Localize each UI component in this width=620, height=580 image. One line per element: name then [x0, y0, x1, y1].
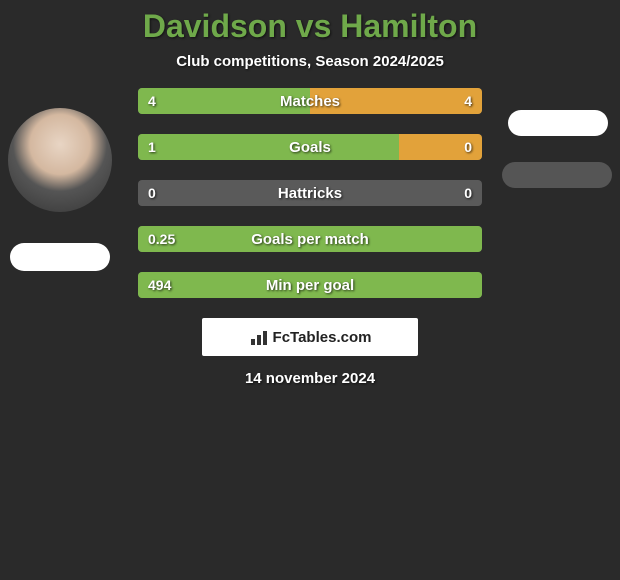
- stat-row: 1Goals0: [138, 134, 482, 160]
- page-title: Davidson vs Hamilton: [0, 8, 620, 45]
- stat-row: 0Hattricks0: [138, 180, 482, 206]
- stat-label: Hattricks: [138, 180, 482, 206]
- avatar-face-placeholder: [8, 108, 112, 212]
- comparison-widget: Davidson vs Hamilton Club competitions, …: [0, 0, 620, 387]
- stat-label: Matches: [138, 88, 482, 114]
- date-label: 14 november 2024: [0, 370, 620, 387]
- stat-value-right: 0: [464, 180, 472, 206]
- stat-label: Goals: [138, 134, 482, 160]
- player-right-name-pill-1: [508, 110, 608, 136]
- stat-value-right: 0: [464, 134, 472, 160]
- brand-badge[interactable]: FcTables.com: [202, 318, 418, 356]
- stat-value-right: 4: [464, 88, 472, 114]
- stat-row: 4Matches4: [138, 88, 482, 114]
- brand-text: FcTables.com: [273, 329, 372, 346]
- player-right-name-pill-2: [502, 162, 612, 188]
- content-area: 4Matches41Goals00Hattricks00.25Goals per…: [0, 88, 620, 387]
- stats-bars: 4Matches41Goals00Hattricks00.25Goals per…: [138, 88, 482, 298]
- player-left-avatar: [8, 108, 112, 212]
- bars-icon: [249, 329, 269, 345]
- subtitle: Club competitions, Season 2024/2025: [0, 53, 620, 70]
- stat-row: 0.25Goals per match: [138, 226, 482, 252]
- stat-label: Min per goal: [138, 272, 482, 298]
- stat-label: Goals per match: [138, 226, 482, 252]
- player-left-name-pill: [10, 243, 110, 271]
- stat-row: 494Min per goal: [138, 272, 482, 298]
